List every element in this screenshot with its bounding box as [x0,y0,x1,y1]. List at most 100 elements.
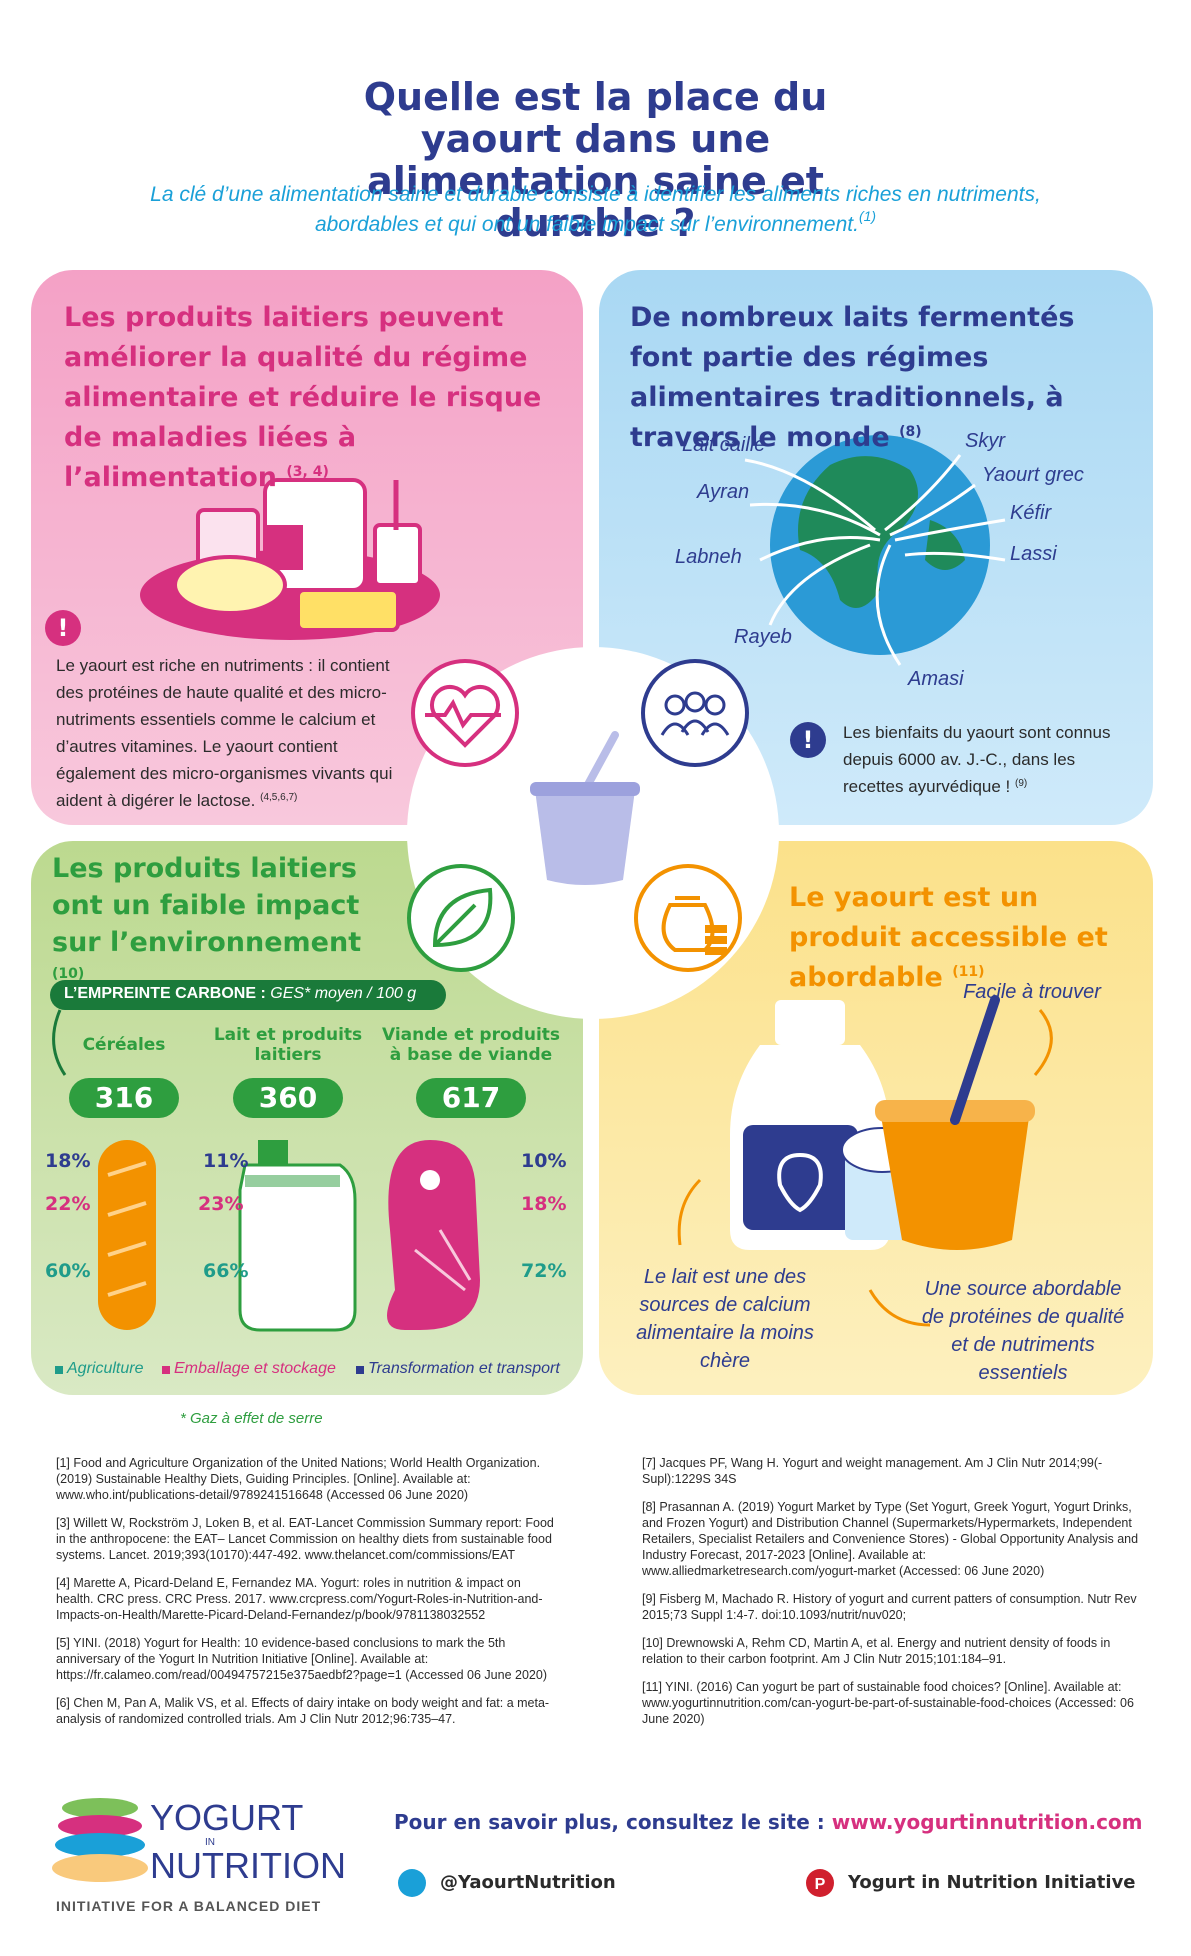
logo-mid: IN [205,1837,215,1848]
logo-stones [52,1798,148,1882]
people-icon [641,659,749,767]
arrow [1033,1009,1053,1076]
heart-icon [411,659,519,767]
panel-title: Les produits laitiers peuvent améliorer … [64,298,564,498]
share: 22% [45,1193,91,1215]
reference: [5] YINI. (2018) Yogurt for Health: 10 e… [56,1636,547,1682]
more-info: Pour en savoir plus, consultez le site :… [394,1810,1143,1834]
meat-illustration [387,1140,480,1330]
panel-title-text: Les produits laitiers peuvent améliorer … [64,302,542,493]
arrow [868,1289,931,1327]
twitter-icon [398,1869,426,1897]
leaf-icon [407,864,515,972]
share: 60% [45,1260,91,1282]
callout: Le lait est une des sources de calcium a… [636,1266,814,1372]
share: 11% [203,1150,249,1172]
share: 18% [45,1150,91,1172]
pinterest-mark: P [815,1876,826,1893]
ref: (9) [1015,778,1028,789]
references-left: [1] Food and Agriculture Organization of… [56,1455,556,1739]
note: Les bienfaits du yaourt sont connus depu… [843,719,1113,800]
logo-top: YOGURT [150,1797,304,1838]
subtitle: La clé d’une alimentation saine et durab… [100,180,1091,240]
reference: [10] Drewnowski A, Rehm CD, Martin A, et… [642,1636,1111,1666]
share: 23% [198,1193,244,1215]
jug-illustration [238,1140,357,1332]
legend-item: Emballage et stockage [174,1360,336,1377]
alert-icon [45,610,81,646]
world-label: Kéfir [1010,502,1052,524]
reference: [3] Willett W, Rockström J, Loken B, et … [56,1516,554,1562]
pinterest-handle[interactable]: Yogurt in Nutrition Initiative [848,1872,1136,1893]
note-text: Le yaourt est riche en nutriments : il c… [56,656,393,810]
reference: [9] Fisberg M, Machado R. History of yog… [642,1592,1137,1622]
note-text: Les bienfaits du yaourt sont connus depu… [843,723,1111,796]
column-name: Viande et produits à base de viande [381,1025,561,1065]
world-label: Lait caillé [682,434,766,456]
world-label: Skyr [965,430,1005,452]
legend-swatch [162,1366,170,1374]
legend-swatch [356,1366,364,1374]
ref: (11) [952,964,985,980]
logo-tagline: INITIATIVE FOR A BALANCED DIET [56,1898,322,1914]
banner-text: L’EMPREINTE CARBONE : GES* moyen / 100 g [64,985,416,1003]
note: Le yaourt est riche en nutriments : il c… [56,652,416,814]
column-name: Lait et produits laitiers [213,1025,363,1065]
ref: (8) [899,424,922,440]
globe-arrows [744,454,1006,666]
legend-item: Transformation et transport [368,1360,560,1377]
panel-title-text: Les produits laitiers ont un faible impa… [52,853,362,958]
footnote: * Gaz à effet de serre [180,1410,323,1427]
callout: Facile à trouver [963,981,1101,1003]
alert-mark: ! [803,726,814,754]
ref: (3, 4) [286,464,329,480]
column-name: Céréales [82,1035,166,1055]
reference: [11] YINI. (2016) Can yogurt be part of … [642,1680,1134,1726]
ref: (10) [52,966,85,982]
alert-mark: ! [58,614,69,642]
reference: [6] Chen M, Pan A, Malik VS, et al. Effe… [56,1696,550,1726]
world-label: Lassi [1010,543,1057,565]
panel-title: Le yaourt est un produit accessible et a… [789,878,1139,998]
value-badge: 316 [69,1078,179,1118]
banner-label: L’EMPREINTE CARBONE : [64,985,266,1002]
reference: [8] Prasannan A. (2019) Yogurt Market by… [642,1500,1139,1578]
world-label: Amasi [908,668,964,690]
share: 66% [203,1260,249,1282]
alert-icon [790,722,826,758]
banner [50,980,446,1010]
share: 18% [521,1193,567,1215]
pinterest-icon [806,1869,834,1897]
legend-item: Agriculture [67,1360,144,1377]
ref: (4,5,6,7) [260,792,298,803]
panel-title-text: De nombreux laits fermentés font partie … [630,302,1075,453]
panel-title: De nombreux laits fermentés font partie … [630,298,1130,458]
url[interactable]: www.yogurtinnutrition.com [831,1810,1143,1834]
dairy-illustration [140,478,440,640]
callout: Une source abordable de protéines de qua… [921,1278,1125,1384]
more-info-text: Pour en savoir plus, consultez le site : [394,1810,825,1834]
twitter-handle[interactable]: @YaourtNutrition [440,1872,616,1893]
value-badge: 360 [233,1078,343,1118]
share: 10% [521,1150,567,1172]
reference: [1] Food and Agriculture Organization of… [56,1456,541,1502]
world-label: Ayran [697,481,750,503]
world-label: Rayeb [734,626,792,648]
logo-bottom: NUTRITION [150,1845,346,1886]
legend-swatch [55,1366,63,1374]
ref: (1) [858,208,877,224]
reference: [4] Marette A, Picard-Deland E, Fernande… [56,1576,543,1622]
bread-illustration [98,1140,156,1330]
money-icon [634,864,742,972]
orange-yogurt [875,995,1035,1250]
banner-detail: GES* moyen / 100 g [270,985,417,1002]
arrow [52,1009,67,1076]
arrow [677,1178,702,1246]
world-label: Labneh [675,546,742,568]
title: Quelle est la place du yaourt dans une a… [363,75,828,245]
subtitle-text: La clé d’une alimentation saine et durab… [150,183,1041,236]
share: 72% [521,1260,567,1282]
yogurt-cup [530,731,640,885]
